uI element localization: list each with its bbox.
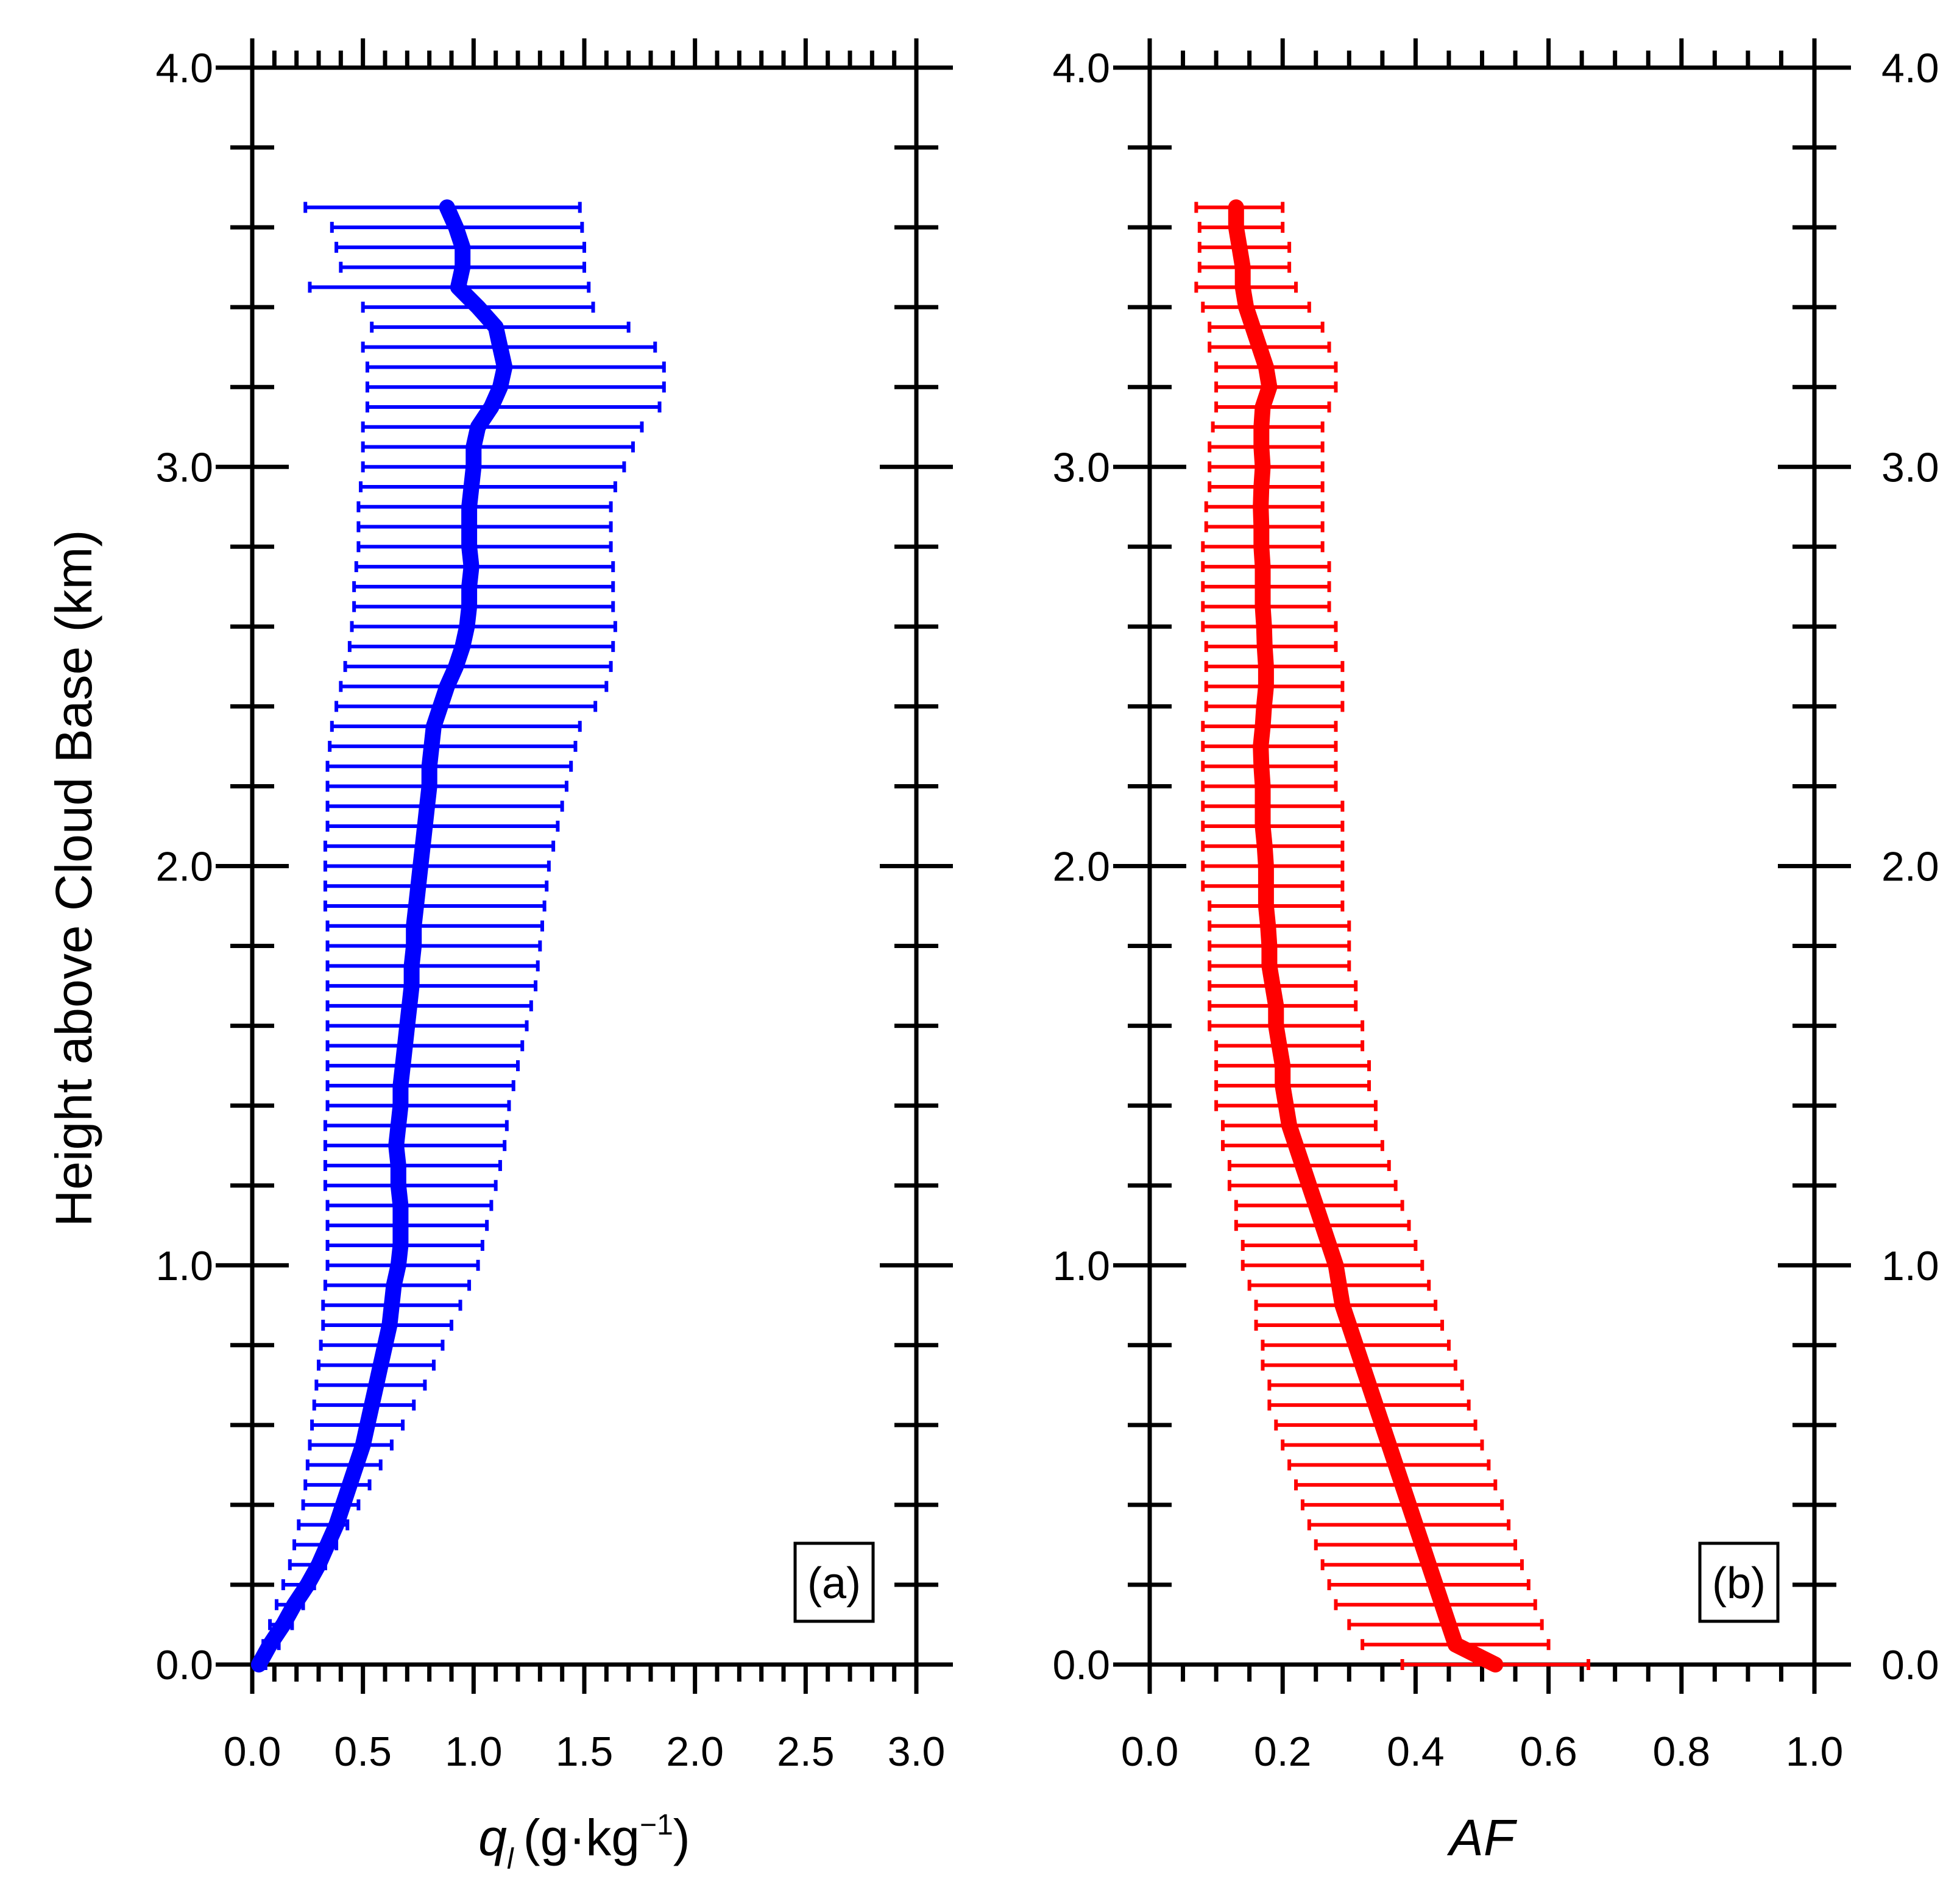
x-tick-label: 0.5 [334, 1729, 392, 1775]
x-tick-label: 0.0 [224, 1729, 281, 1775]
y-tick-label: 1.0 [155, 1243, 213, 1289]
mean-profile-line [1228, 199, 1504, 1672]
y-tick-label-right: 4.0 [1881, 45, 1939, 91]
x-tick-label: 1.0 [445, 1729, 503, 1775]
x-tick-label: 0.2 [1254, 1729, 1312, 1775]
y-tick-label: 1.0 [1052, 1243, 1110, 1289]
y-tick-label: 2.0 [155, 844, 213, 890]
panel-tag: (a) [807, 1559, 861, 1608]
x-tick-label: 0.4 [1387, 1729, 1445, 1775]
x-axis-title: ql (g·kg−1) [478, 1809, 690, 1875]
panel-tag-box [1698, 1541, 1780, 1623]
y-tick-label: 2.0 [1052, 844, 1110, 890]
mean-profile-line [250, 199, 513, 1672]
y-axis-title: Height above Cloud Base (km) [45, 530, 102, 1227]
x-axis-title: AF [1446, 1809, 1518, 1866]
y-tick-label: 3.0 [155, 444, 213, 490]
y-tick-label: 4.0 [1052, 45, 1110, 91]
x-tick-label: 2.5 [777, 1729, 835, 1775]
y-tick-label: 0.0 [1052, 1642, 1110, 1688]
panel-b: 0.0 0.2 0.4 0.6 0.8 1.00.0 0.01.0 1.02.0 2.03.0 3… [1052, 38, 1939, 1866]
x-tick-label: 3.0 [888, 1729, 946, 1775]
x-tick-label: 0.0 [1121, 1729, 1179, 1775]
y-tick-label-right: 3.0 [1881, 444, 1939, 490]
panel-a: 0.0 0.5 1.0 1.5 2.0 2.5 3.0 0.0 1.0 2.0 3.0 4.0 (a) q… [45, 38, 953, 1875]
x-tick-label: 1.5 [556, 1729, 614, 1775]
panel-tag-box [793, 1541, 875, 1623]
y-tick-label: 4.0 [155, 45, 213, 91]
y-tick-label-right: 2.0 [1881, 844, 1939, 890]
y-tick-label-right: 0.0 [1881, 1642, 1939, 1688]
x-tick-label: 2.0 [666, 1729, 724, 1775]
y-tick-label: 0.0 [155, 1642, 213, 1688]
y-tick-label: 3.0 [1052, 444, 1110, 490]
y-tick-label-right: 1.0 [1881, 1243, 1939, 1289]
panel-tag: (b) [1712, 1559, 1766, 1608]
x-tick-label: 0.6 [1520, 1729, 1577, 1775]
x-tick-label: 0.8 [1653, 1729, 1711, 1775]
x-tick-label: 1.0 [1786, 1729, 1844, 1775]
